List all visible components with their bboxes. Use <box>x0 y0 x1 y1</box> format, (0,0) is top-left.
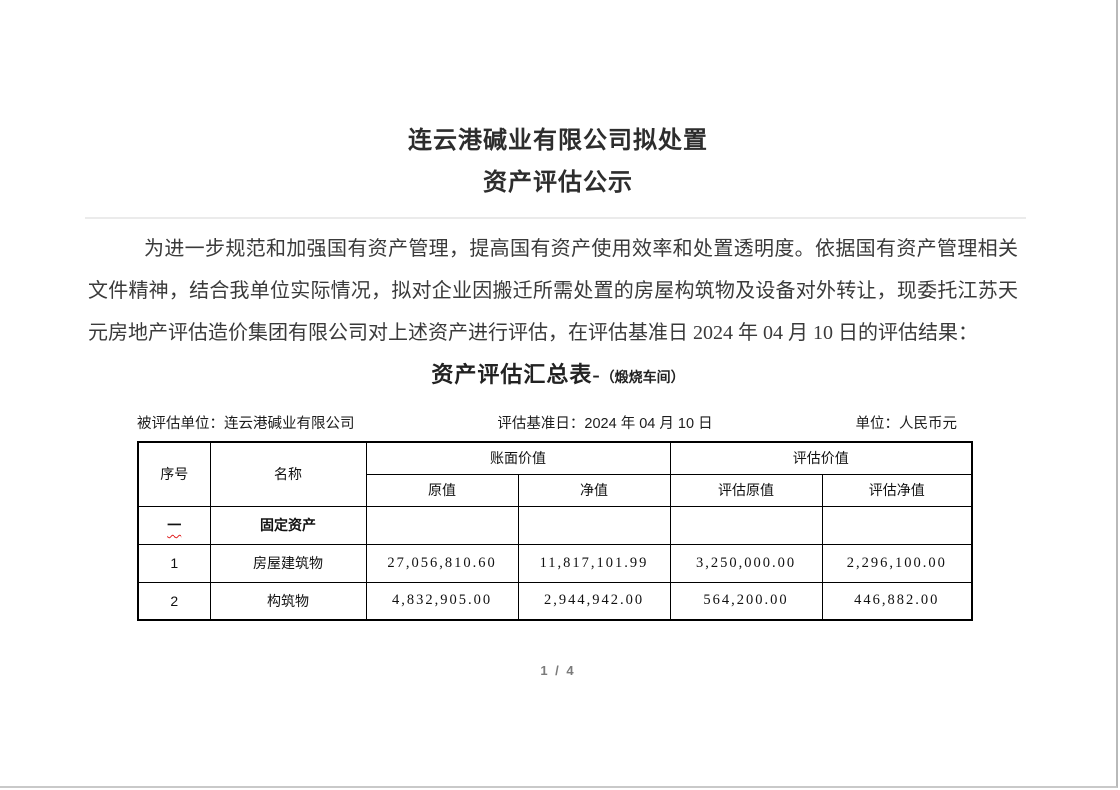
col-group-appraised-value: 评估价值 <box>669 441 973 475</box>
cell-net: 11,817,101.99 <box>517 543 671 583</box>
cell-appraised-net: 446,882.00 <box>821 581 973 621</box>
document-title-line1: 连云港碱业有限公司拟处置 <box>408 128 708 154</box>
table-header-row-2: 原值 净值 评估原值 评估净值 <box>138 473 973 507</box>
cell-appraised-original: 564,200.00 <box>669 581 823 621</box>
summary-table-title: 资产评估汇总表-（煅烧车间） <box>0 357 1116 389</box>
cell-seq: 一 <box>137 505 211 545</box>
col-header-original: 原值 <box>365 473 519 507</box>
cell-appraised-original: 3,250,000.00 <box>669 543 823 583</box>
cell-original: 27,056,810.60 <box>365 543 519 583</box>
col-header-appraised-original: 评估原值 <box>669 473 823 507</box>
page-number: 1 / 4 <box>540 663 576 678</box>
cell-appraised-net: 2,296,100.00 <box>821 543 973 583</box>
table-row-structures: 2 构筑物 4,832,905.00 2,944,942.00 564,200.… <box>137 581 973 621</box>
cell-appraised-original-empty <box>669 505 823 545</box>
cell-seq-text: 一 <box>167 517 182 533</box>
cell-seq: 1 <box>137 543 211 583</box>
currency-unit-label: 单位：人民币元 <box>855 416 958 432</box>
cell-name: 构筑物 <box>209 581 367 621</box>
document-title-line2: 资产评估公示 <box>483 170 633 196</box>
summary-table-title-sub: （煅烧车间） <box>600 371 685 386</box>
cell-seq: 2 <box>137 581 211 621</box>
cell-appraised-net-empty <box>821 505 973 545</box>
col-header-appraised-net: 评估净值 <box>821 473 973 507</box>
asset-summary-table: 序号 名称 账面价值 评估价值 原值 净值 评估原值 评估净值 一 固定资产 <box>137 441 973 621</box>
base-date-label: 评估基准日：2024 年 04 月 10 日 <box>497 416 713 432</box>
cell-name: 固定资产 <box>209 505 367 545</box>
cell-net: 2,944,942.00 <box>517 581 671 621</box>
intro-paragraph: 为进一步规范和加强国有资产管理，提高国有资产使用效率和处置透明度。依据国有资产管… <box>88 238 1018 344</box>
col-group-book-value: 账面价值 <box>365 441 671 475</box>
cell-original: 4,832,905.00 <box>365 581 519 621</box>
table-header-row-1: 序号 名称 账面价值 评估价值 <box>137 441 973 507</box>
cell-name: 房屋建筑物 <box>209 543 367 583</box>
evaluated-unit-label: 被评估单位：连云港碱业有限公司 <box>137 416 355 432</box>
cell-net-empty <box>517 505 671 545</box>
col-header-seq: 序号 <box>137 441 211 507</box>
table-row-fixed-assets-group: 一 固定资产 <box>137 505 973 545</box>
table-meta-row: 被评估单位：连云港碱业有限公司 评估基准日：2024 年 04 月 10 日 单… <box>137 412 971 433</box>
summary-table-title-main: 资产评估汇总表- <box>431 362 601 387</box>
title-divider <box>85 217 1026 219</box>
col-header-net: 净值 <box>517 473 671 507</box>
col-header-name: 名称 <box>209 441 367 507</box>
document-title: 连云港碱业有限公司拟处置 资产评估公示 <box>0 0 1116 204</box>
cell-original-empty <box>365 505 519 545</box>
table-row-buildings: 1 房屋建筑物 27,056,810.60 11,817,101.99 3,25… <box>137 543 973 583</box>
